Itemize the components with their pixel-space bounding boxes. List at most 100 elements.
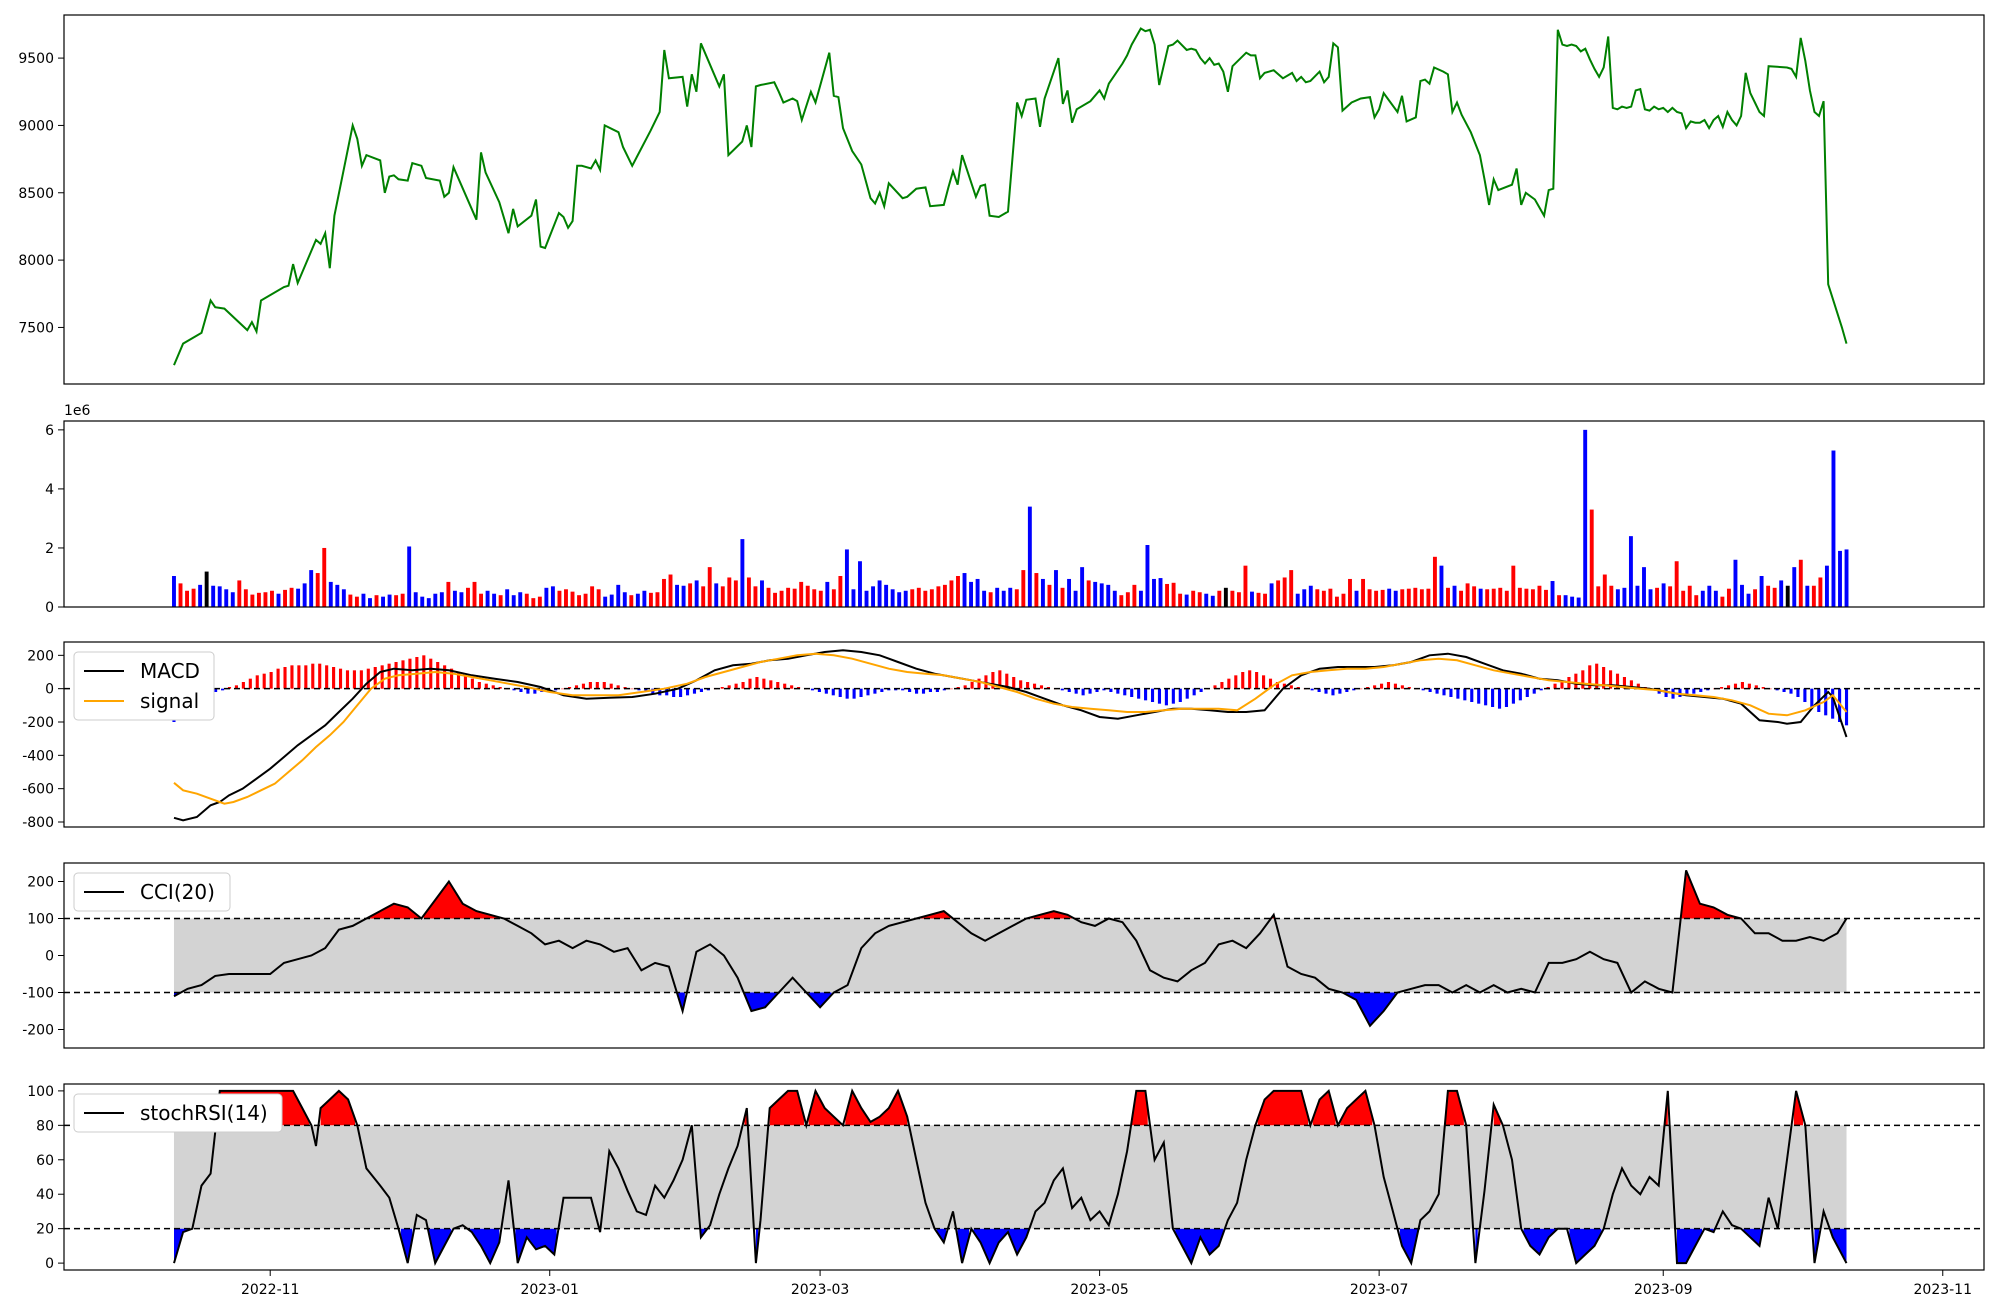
volume-bar: [466, 587, 470, 607]
volume-bar: [1374, 590, 1379, 607]
volume-bar: [1478, 588, 1483, 607]
volume-bar: [1145, 545, 1150, 607]
price-series: [173, 27, 1848, 366]
volume-bar: [224, 589, 229, 607]
volume-bar: [492, 593, 497, 607]
macd-histogram-bar: [1664, 688, 1668, 697]
volume-bar: [518, 592, 523, 607]
volume-bar: [1295, 593, 1300, 607]
macd-histogram-bar: [1026, 682, 1030, 689]
macd-histogram-bar: [1442, 688, 1446, 696]
macd-histogram-bar: [526, 688, 530, 694]
volume-bar: [1276, 580, 1281, 607]
volume-bar: [1387, 588, 1392, 607]
macd-histogram-bar: [873, 688, 877, 694]
macd-histogram-bar: [838, 688, 842, 697]
volume-bar: [237, 580, 242, 607]
macd-histogram-bar: [1629, 680, 1633, 689]
macd-histogram-bar: [1067, 688, 1071, 692]
volume-bar: [799, 581, 804, 607]
volume-panel: 1e6 0 2 4 6: [45, 403, 1985, 616]
macd-histogram-bar: [679, 688, 683, 697]
macd-histogram-bar: [269, 672, 273, 689]
macd-histogram-bar: [1477, 688, 1481, 704]
macd-histogram-bar: [1747, 683, 1751, 689]
volume-bar: [701, 586, 706, 607]
macd-histogram-bar: [332, 667, 336, 689]
macd-histogram-bar: [450, 668, 454, 689]
volume-bar: [688, 583, 693, 607]
macd-histogram-bar: [1810, 688, 1814, 707]
stochrsi-oversold-fill: [469, 1228, 500, 1264]
volume-bar: [727, 577, 732, 607]
volume-bar: [400, 593, 405, 607]
volume-bar: [505, 589, 510, 607]
macd-histogram-bar: [1803, 688, 1807, 702]
macd-histogram-bar: [1775, 688, 1779, 691]
macd-histogram-bar: [1824, 688, 1828, 716]
macd-histogram-bar: [241, 682, 245, 689]
cci-panel: -200 -100 0 100 200 CCI(20): [22, 862, 1985, 1049]
volume-bar: [1485, 589, 1490, 607]
macd-histogram-bar: [227, 687, 232, 689]
volume-bar: [897, 592, 902, 607]
macd-y-tick-label: -200: [22, 715, 54, 731]
stochrsi-panel: 0 20 40 60 80 100 stochRSI(14): [27, 1083, 1985, 1272]
macd-histogram-bar: [380, 665, 384, 689]
macd-histogram-bar: [1546, 687, 1550, 689]
volume-bar: [779, 590, 784, 607]
volume-bar: [1753, 589, 1758, 607]
volume-bar: [884, 584, 889, 607]
volume-bar: [1367, 589, 1372, 607]
macd-legend-box: [73, 651, 215, 721]
macd-histogram-bar: [727, 685, 731, 689]
macd-histogram-bar: [484, 683, 488, 689]
volume-bar: [1596, 586, 1601, 607]
macd-histogram-bar: [1511, 688, 1515, 704]
macd-histogram-bar: [1484, 688, 1488, 706]
macd-histogram-bar: [963, 685, 967, 689]
macd-histogram-bar: [422, 655, 426, 689]
macd-histogram-bar: [297, 665, 301, 689]
volume-bar: [1635, 585, 1640, 607]
macd-histogram-bar: [1074, 688, 1078, 694]
macd-histogram-bar: [1636, 683, 1640, 689]
macd-histogram-bar: [477, 682, 481, 689]
macd-histogram-bar: [568, 687, 572, 689]
macd-histogram-bar: [533, 688, 537, 694]
volume-bar: [276, 593, 281, 607]
volume-bar: [1014, 589, 1019, 607]
volume-bar: [1302, 589, 1307, 607]
cci-y-axis: -200 -100 0 100 200: [22, 875, 64, 1039]
macd-histogram-bar: [311, 663, 315, 689]
stochrsi-oversold-fill: [1569, 1228, 1602, 1264]
volume-bar: [903, 590, 908, 607]
volume-bar: [394, 595, 399, 607]
price-plot-area: [64, 15, 1984, 384]
macd-histogram-bar: [741, 682, 745, 689]
macd-histogram-bar: [574, 685, 579, 689]
cci-legend: CCI(20): [73, 872, 231, 912]
macd-histogram-bar: [831, 688, 835, 696]
cci-legend-label: CCI(20): [140, 880, 215, 904]
volume-y-tick-label: 0: [45, 600, 54, 616]
macd-histogram-bar: [248, 678, 252, 689]
volume-bar: [936, 586, 941, 607]
volume-bars: [172, 429, 1849, 607]
stochrsi-overbought-fill: [769, 1090, 804, 1126]
volume-bar: [1106, 584, 1111, 607]
macd-histogram-bar: [221, 688, 225, 691]
volume-bar: [1576, 597, 1581, 607]
volume-y-tick-label: 6: [45, 423, 54, 439]
volume-bar: [760, 580, 764, 607]
volume-bar: [1655, 587, 1660, 607]
volume-bar: [1132, 584, 1137, 607]
volume-bar: [1099, 583, 1104, 607]
macd-histogram-bar: [817, 688, 821, 692]
macd-histogram-bar: [1497, 688, 1502, 709]
volume-bar: [910, 589, 915, 607]
volume-offset-label: 1e6: [64, 403, 91, 419]
stochrsi-legend: stochRSI(14): [73, 1093, 283, 1133]
volume-bar: [1184, 594, 1189, 607]
volume-bar: [1321, 590, 1326, 607]
